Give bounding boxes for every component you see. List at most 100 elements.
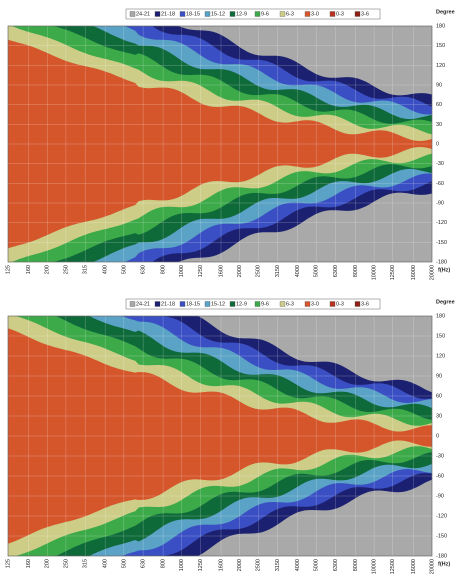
legend-swatch — [154, 301, 161, 307]
y-tick-label: 0 — [436, 433, 439, 439]
x-tick-label: 630 — [141, 265, 147, 274]
y-tick-label: -30 — [436, 453, 444, 459]
legend-label: 18-15 — [186, 301, 200, 307]
legend-label: 24-21 — [136, 11, 150, 17]
x-tick-label: 200 — [45, 559, 51, 568]
y-tick-label: -120 — [436, 220, 447, 226]
legend-swatch — [229, 11, 236, 17]
y-tick-label: -180 — [436, 553, 447, 559]
x-tick-label: 500 — [121, 265, 127, 274]
x-tick-label: 10000 — [372, 265, 378, 280]
legend-swatch — [179, 11, 186, 17]
x-tick-label: 250 — [63, 559, 69, 568]
x-tick-label: 2500 — [256, 559, 262, 571]
x-tick-label: 3150 — [275, 559, 281, 571]
x-tick-label: 800 — [161, 265, 167, 274]
x-tick-label: 125 — [5, 265, 11, 274]
y-tick-label: -60 — [436, 181, 444, 187]
x-tick-label: 1000 — [179, 559, 185, 571]
legend-label: 21-18 — [161, 301, 175, 307]
legend-swatch — [354, 11, 361, 17]
x-tick-label: 250 — [63, 265, 69, 274]
contour-band — [8, 328, 432, 544]
y-tick-label: 60 — [436, 102, 442, 108]
legend-swatch — [179, 301, 186, 307]
legend-swatch — [354, 301, 361, 307]
x-tick-label: 20000 — [429, 265, 435, 280]
legend-swatch — [329, 301, 336, 307]
y-tick-label: -120 — [436, 513, 447, 519]
x-tick-label: 400 — [103, 265, 109, 274]
x-tick-label: 1250 — [198, 265, 204, 277]
legend-label: 3-0 — [311, 301, 319, 307]
legend-label: 15-12 — [211, 11, 225, 17]
contour-plot — [7, 25, 433, 263]
legend-label: 0-3 — [336, 11, 344, 17]
x-tick-label: 160 — [26, 265, 32, 274]
x-tick-label: 5000 — [314, 265, 320, 277]
contour-band — [8, 39, 432, 249]
x-tick-label: 2500 — [256, 265, 262, 277]
x-tick-label: 400 — [103, 559, 109, 568]
x-tick-label: 4000 — [295, 265, 301, 277]
legend-label: 12-9 — [236, 11, 247, 17]
plot-frame — [7, 25, 433, 263]
x-tick-label: 1600 — [218, 265, 224, 277]
y-tick-label: 0 — [436, 141, 439, 147]
x-tick-label: 5000 — [314, 559, 320, 571]
x-tick-label: 6300 — [333, 265, 339, 277]
legend-swatch — [304, 11, 311, 17]
x-tick-label: 16000 — [411, 265, 417, 280]
x-tick-label: 125 — [5, 559, 11, 568]
x-tick-label: 160 — [26, 559, 32, 568]
legend-swatch — [204, 11, 211, 17]
y-tick-label: 90 — [436, 82, 442, 88]
y-tick-label: -180 — [436, 259, 447, 265]
legend-label: 6-3 — [286, 11, 294, 17]
legend-swatch — [304, 301, 311, 307]
legend-label: 3-0 — [311, 11, 319, 17]
x-tick-label: 8000 — [353, 265, 359, 277]
legend-swatch — [279, 11, 286, 17]
contour-plot — [7, 315, 433, 557]
x-tick-label: 315 — [83, 265, 89, 274]
x-axis-label: f(Hz) — [438, 561, 450, 567]
x-tick-label: 20000 — [429, 559, 435, 574]
x-tick-label: 1600 — [218, 559, 224, 571]
x-tick-label: 2000 — [237, 559, 243, 571]
legend-label: 3-6 — [361, 301, 369, 307]
y-tick-label: 180 — [436, 23, 445, 29]
y-tick-label: -150 — [436, 240, 447, 246]
y-tick-label: 60 — [436, 393, 442, 399]
x-tick-label: 2000 — [237, 265, 243, 277]
x-tick-label: 12500 — [390, 265, 396, 280]
legend-swatch — [329, 11, 336, 17]
y-tick-label: 30 — [436, 413, 442, 419]
legend-swatch — [279, 301, 286, 307]
x-tick-label: 1250 — [198, 559, 204, 571]
y-tick-label: 120 — [436, 63, 445, 69]
x-tick-label: 3150 — [275, 265, 281, 277]
y-tick-label: -30 — [436, 161, 444, 167]
x-tick-label: 630 — [141, 559, 147, 568]
y-tick-label: 120 — [436, 353, 445, 359]
x-tick-label: 200 — [45, 265, 51, 274]
legend-label: 12-9 — [236, 301, 247, 307]
x-tick-label: 16000 — [411, 559, 417, 574]
y-tick-label: 30 — [436, 122, 442, 128]
legend-swatch — [204, 301, 211, 307]
y-axis-label: Degree — [436, 9, 455, 15]
plot-frame — [7, 315, 433, 557]
y-tick-label: -150 — [436, 533, 447, 539]
legend-box — [125, 8, 381, 20]
x-tick-label: 10000 — [372, 559, 378, 574]
x-tick-label: 4000 — [295, 559, 301, 571]
legend-label: 0-3 — [336, 301, 344, 307]
y-tick-label: 150 — [436, 333, 445, 339]
x-tick-label: 12500 — [390, 559, 396, 574]
x-tick-label: 8000 — [353, 559, 359, 571]
y-tick-label: 90 — [436, 373, 442, 379]
y-axis-label: Degree — [436, 299, 455, 305]
legend-box — [125, 298, 381, 310]
